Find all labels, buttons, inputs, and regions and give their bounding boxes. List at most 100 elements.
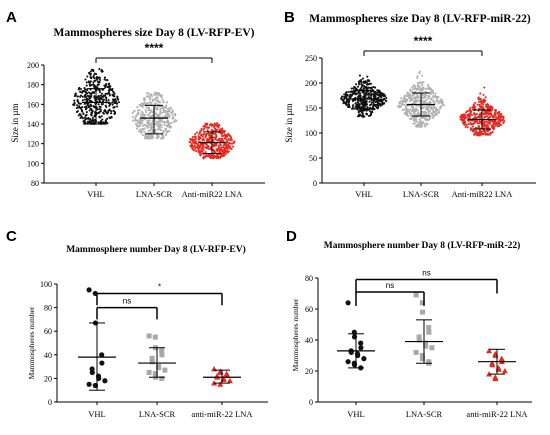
data-point [409,117,412,120]
data-point [159,121,162,124]
data-point [209,132,212,135]
data-point [191,148,194,151]
data-point [147,92,150,95]
data-point [98,116,102,119]
data-point [90,120,93,123]
data-point [101,118,104,121]
data-point [472,123,475,126]
data-point [485,129,489,132]
data-point [194,142,197,145]
data-point [89,80,92,83]
data-point [463,119,466,122]
data-point [430,112,433,115]
data-point [159,108,162,111]
data-point [76,110,79,113]
data-point [361,77,364,80]
data-point [428,117,432,120]
data-point [143,113,146,117]
data-point [217,126,220,129]
data-point [106,86,109,89]
data-point [434,92,437,95]
data-point [168,107,171,110]
data-point [154,92,157,95]
data-point [494,108,497,112]
data-point [83,116,86,119]
data-point [379,94,382,98]
data-point [467,119,470,122]
data-point [228,134,231,137]
data-point [204,146,207,149]
data-point [156,365,162,371]
data-point [143,130,146,134]
data-point [156,122,159,126]
data-point [437,111,440,114]
data-point [206,129,209,132]
data-point [164,109,168,112]
data-point [215,149,219,152]
data-point [500,116,503,119]
data-point [230,138,233,142]
data-point [230,137,233,140]
panel-d-title: Mammosphere number Day 8 (LV-RFP-miR-22) [324,240,521,251]
data-point [495,122,498,125]
data-point [105,83,108,86]
data-point [497,120,500,123]
data-point [195,150,198,153]
data-point [401,109,404,112]
data-point [417,87,420,91]
data-point [81,91,84,94]
data-point [98,76,101,79]
data-point [415,107,418,110]
data-point [139,115,143,118]
data-point [157,99,160,102]
data-point [201,146,204,150]
data-point [162,109,165,112]
data-point [79,116,82,120]
data-point [102,112,105,115]
data-point [139,122,142,125]
data-point [168,129,171,133]
data-point [359,100,362,103]
data-point [366,75,369,78]
data-point [416,93,419,96]
data-point [405,109,408,112]
data-point [171,109,174,112]
data-point [115,102,118,105]
data-point [201,135,204,138]
data-point [491,126,494,129]
data-point [174,113,177,116]
data-point [354,87,358,90]
data-point [423,111,426,114]
y-tick-label: 0 [309,398,313,407]
data-point [146,126,149,129]
data-point [367,79,370,82]
data-point [360,86,363,89]
data-point [214,138,217,141]
data-point [210,154,213,157]
data-point [111,101,114,104]
data-point [223,130,226,133]
data-point [110,112,113,115]
data-point [194,138,197,141]
data-point [202,125,205,128]
data-point [226,146,230,149]
data-point [367,114,371,118]
data-point [488,133,491,136]
data-point [488,110,491,113]
data-point [418,70,421,73]
data-point [487,126,490,129]
data-point [365,80,368,83]
data-point [149,98,152,101]
data-point [93,121,96,124]
data-point [409,114,412,117]
data-point [107,109,110,113]
data-point [400,97,403,100]
data-point [432,99,435,102]
data-point [172,116,175,119]
data-point [373,91,376,94]
data-point [92,81,95,84]
data-point [85,111,88,114]
data-point [88,95,91,98]
data-point [347,90,350,93]
data-point [470,127,473,130]
